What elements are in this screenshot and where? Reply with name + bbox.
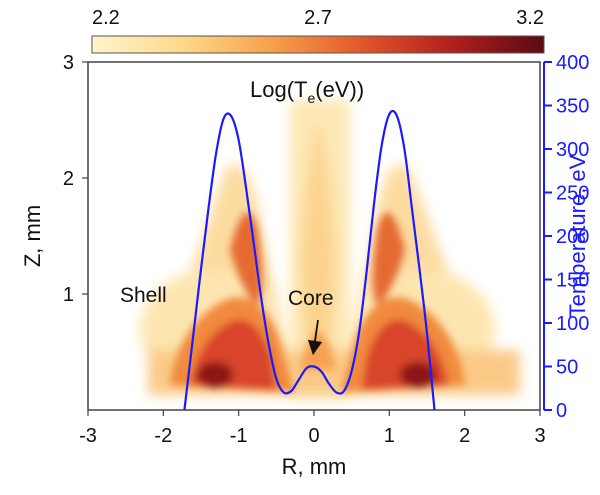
y-tick-label: 2 — [63, 168, 74, 190]
y2-tick-label: 0 — [556, 400, 567, 422]
y2-tick-label: 200 — [556, 226, 589, 248]
colorbar-tick-mid: 2.7 — [304, 7, 332, 29]
x-tick-label: 0 — [308, 425, 319, 447]
x-tick-label: 3 — [534, 425, 545, 447]
colorbar-tick-min: 2.2 — [92, 7, 120, 29]
y2-tick-label: 300 — [556, 139, 589, 161]
y2-tick-label: 350 — [556, 96, 589, 118]
x-tick-label: -1 — [230, 425, 248, 447]
colorbar: 2.2 2.7 3.2 — [91, 7, 545, 54]
colorbar-tick-max: 3.2 — [516, 7, 544, 29]
y2-tick-label: 50 — [556, 357, 578, 379]
y-tick-label: 1 — [63, 284, 74, 306]
colorbar-strip — [91, 35, 545, 54]
y2-tick-label: 250 — [556, 183, 589, 205]
y2-tick-label: 100 — [556, 313, 589, 335]
x-tick-label: 1 — [384, 425, 395, 447]
map-label: Log(Te(eV)) — [250, 77, 364, 106]
y-axis-ticks: 1 2 3 — [63, 52, 88, 306]
y2-axis-label: Temperature, eV — [565, 154, 590, 317]
y-tick-label: 3 — [63, 52, 74, 74]
x-tick-label: -2 — [154, 425, 172, 447]
x-axis-ticks: -3 -2 -1 0 1 2 3 — [79, 410, 546, 447]
core-annotation: Core — [288, 287, 334, 310]
temperature-profile-line — [183, 109, 436, 410]
x-axis-label: R, mm — [282, 454, 347, 479]
y-axis-label: Z, mm — [20, 205, 45, 267]
core-arrow — [307, 319, 323, 356]
y2-tick-label: 150 — [556, 270, 589, 292]
x-tick-label: 2 — [459, 425, 470, 447]
y2-axis-ticks: 0 50 100 150 200 250 300 350 400 — [544, 52, 589, 422]
y2-tick-label: 400 — [556, 52, 589, 74]
shell-annotation: Shell — [120, 284, 167, 307]
x-tick-label: -3 — [79, 425, 97, 447]
temperature-heatmap — [140, 100, 520, 400]
